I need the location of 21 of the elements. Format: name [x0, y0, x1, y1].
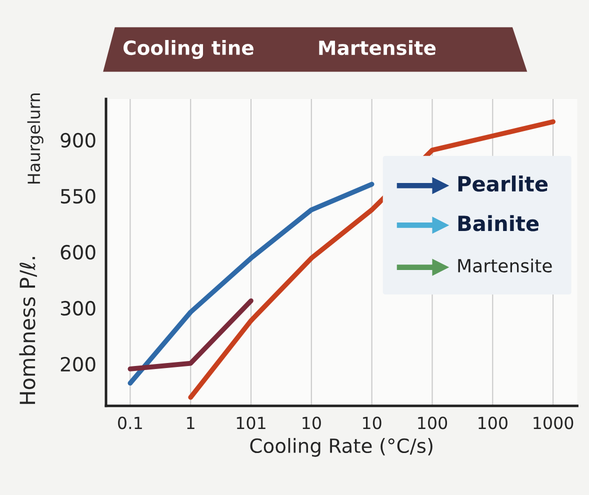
x-tick-label: 10: [363, 416, 382, 430]
x-tick-label: 0.1: [118, 416, 142, 430]
x-tick-label: 1: [187, 416, 194, 429]
x-tick-label: 100: [478, 416, 508, 430]
x-tick-label: 1000: [534, 416, 574, 430]
text: 550: [60, 188, 96, 204]
text: 300: [60, 300, 96, 316]
text: 200: [60, 356, 96, 372]
x-axis-title: Cooling Rate (°C/s): [250, 438, 432, 457]
text: Martensite: [319, 40, 436, 56]
annotation: Bainite: [458, 215, 539, 232]
x-tick-label: 100: [418, 416, 448, 430]
text: 900: [60, 132, 96, 148]
x-tick-label: 10: [302, 416, 321, 430]
annotation: Pearlite: [458, 176, 548, 192]
text: Cooling tine: [124, 40, 254, 59]
text: Haurgelurn: [27, 94, 44, 184]
y-axis-title: Hombness P/ℓ.: [19, 257, 37, 404]
annotation: Martensite: [458, 258, 552, 273]
text: 600: [60, 244, 96, 260]
x-tick-label: 101: [236, 416, 266, 430]
